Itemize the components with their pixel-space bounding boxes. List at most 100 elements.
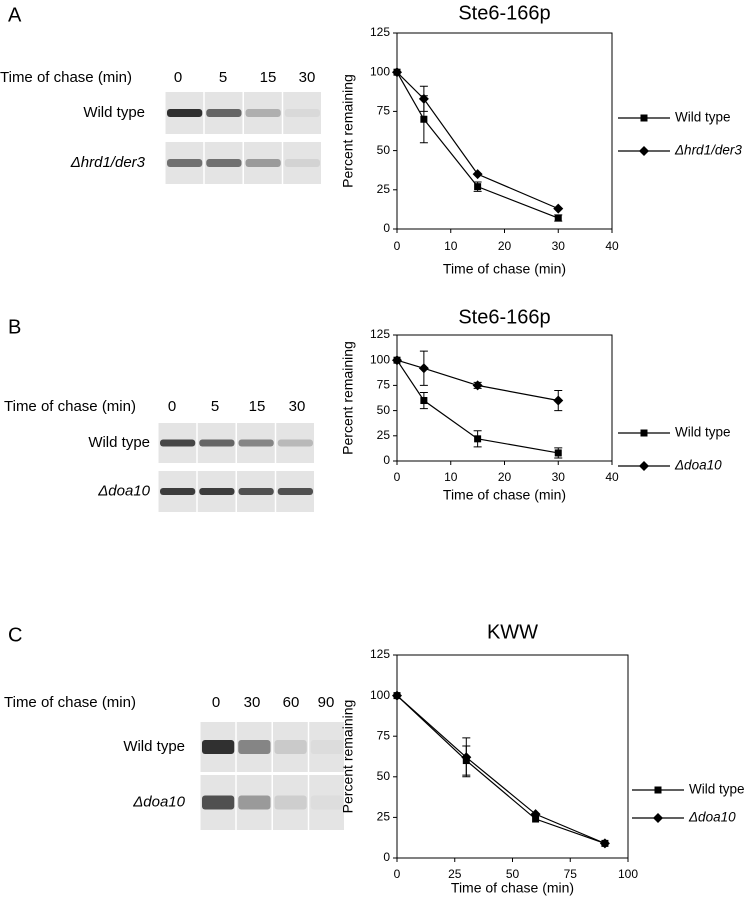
lane-label: 5 (219, 69, 227, 86)
x-tick-label: 0 (394, 470, 401, 484)
y-tick-label: 75 (377, 728, 391, 742)
gel-band (199, 439, 235, 447)
gel-lane (273, 775, 308, 830)
gel-band (245, 159, 281, 167)
data-point (530, 809, 541, 820)
gel-band (238, 488, 274, 495)
lane-label: 15 (260, 69, 277, 86)
data-point (418, 363, 429, 374)
gel-lane (244, 92, 282, 134)
gel-lane (237, 423, 275, 463)
series-line (396, 71, 559, 219)
x-tick-label: 30 (552, 470, 566, 484)
gel-band (238, 740, 271, 754)
data-point (554, 449, 562, 457)
gel-row-label: Δhrd1/der3 (70, 154, 146, 171)
x-tick-label: 20 (498, 239, 512, 253)
chart-title: KWW (487, 621, 538, 643)
chart-title: Ste6-166p (458, 2, 550, 24)
panel-letter: A (8, 4, 22, 26)
gel-band (311, 796, 343, 810)
y-tick-label: 25 (377, 428, 391, 442)
legend-marker (654, 786, 662, 794)
data-point (418, 93, 429, 104)
gel-lane (309, 775, 344, 830)
x-tick-label: 10 (444, 470, 458, 484)
data-point (472, 169, 483, 180)
data-point (461, 752, 472, 763)
lane-label: 0 (168, 398, 176, 415)
data-point (554, 214, 562, 222)
y-axis-label: Percent remaining (340, 700, 356, 814)
legend-marker (639, 146, 649, 156)
lane-label: 60 (283, 694, 300, 711)
gel-row-label: Δdoa10 (132, 793, 185, 810)
y-axis-label: Percent remaining (340, 74, 356, 188)
gel-band (167, 159, 203, 167)
gel-band (167, 109, 203, 117)
series-line (396, 359, 559, 454)
series-line (396, 359, 559, 402)
gel-band (202, 740, 235, 754)
x-axis-label: Time of chase (min) (443, 487, 566, 503)
gel-header: Time of chase (min) (4, 694, 136, 711)
legend-marker (640, 429, 648, 437)
data-point (474, 183, 482, 191)
plot-frame (396, 654, 629, 859)
gel-lane (276, 423, 314, 463)
lane-label: 90 (318, 694, 335, 711)
legend-marker (639, 461, 649, 471)
legend-label: Wild type (675, 425, 731, 440)
gel-band (202, 795, 235, 810)
gel-band (206, 159, 242, 167)
y-axis-label: Percent remaining (340, 341, 356, 455)
y-tick-label: 0 (383, 850, 390, 864)
x-tick-label: 75 (564, 867, 578, 881)
panel-letter: B (8, 316, 21, 338)
gel-lane (309, 722, 344, 772)
data-point (392, 690, 402, 701)
gel-lane (283, 92, 321, 134)
y-tick-label: 0 (383, 453, 390, 467)
gel-header: Time of chase (min) (0, 69, 132, 86)
gel-band (310, 740, 343, 754)
lane-label: 30 (244, 694, 261, 711)
legend-label: Δdoa10 (674, 458, 722, 473)
gel-lane (283, 142, 321, 184)
legend-label: Wild type (689, 782, 745, 797)
gel-band (245, 109, 281, 117)
x-tick-label: 100 (618, 867, 638, 881)
data-point (420, 115, 428, 123)
gel-lane (244, 142, 282, 184)
gel-lane (236, 775, 272, 830)
legend-marker (640, 114, 648, 122)
gel-band (277, 439, 313, 447)
data-point (392, 67, 402, 78)
y-tick-label: 75 (377, 104, 391, 118)
lane-label: 30 (299, 69, 316, 86)
gel-band (274, 795, 307, 810)
y-tick-label: 125 (370, 647, 390, 661)
gel-lane (273, 722, 308, 772)
y-tick-label: 100 (370, 352, 390, 366)
legend-label: Δhrd1/der3 (674, 143, 742, 158)
panel-letter: C (8, 624, 22, 646)
x-tick-label: 50 (506, 867, 520, 881)
lane-label: 30 (289, 398, 306, 415)
lane-label: 0 (212, 694, 220, 711)
x-tick-label: 0 (394, 867, 401, 881)
series-line (396, 695, 606, 844)
x-tick-label: 40 (605, 470, 619, 484)
data-point (553, 395, 564, 406)
y-tick-label: 125 (370, 327, 390, 341)
x-axis-label: Time of chase (min) (451, 880, 574, 896)
y-tick-label: 125 (370, 25, 390, 39)
lane-label: 0 (174, 69, 182, 86)
series-line (396, 695, 606, 844)
x-tick-label: 40 (605, 239, 619, 253)
y-tick-label: 100 (370, 64, 390, 78)
legend-label: Δdoa10 (688, 810, 736, 825)
gel-band (160, 439, 196, 447)
y-tick-label: 50 (377, 769, 391, 783)
x-tick-label: 30 (552, 239, 566, 253)
